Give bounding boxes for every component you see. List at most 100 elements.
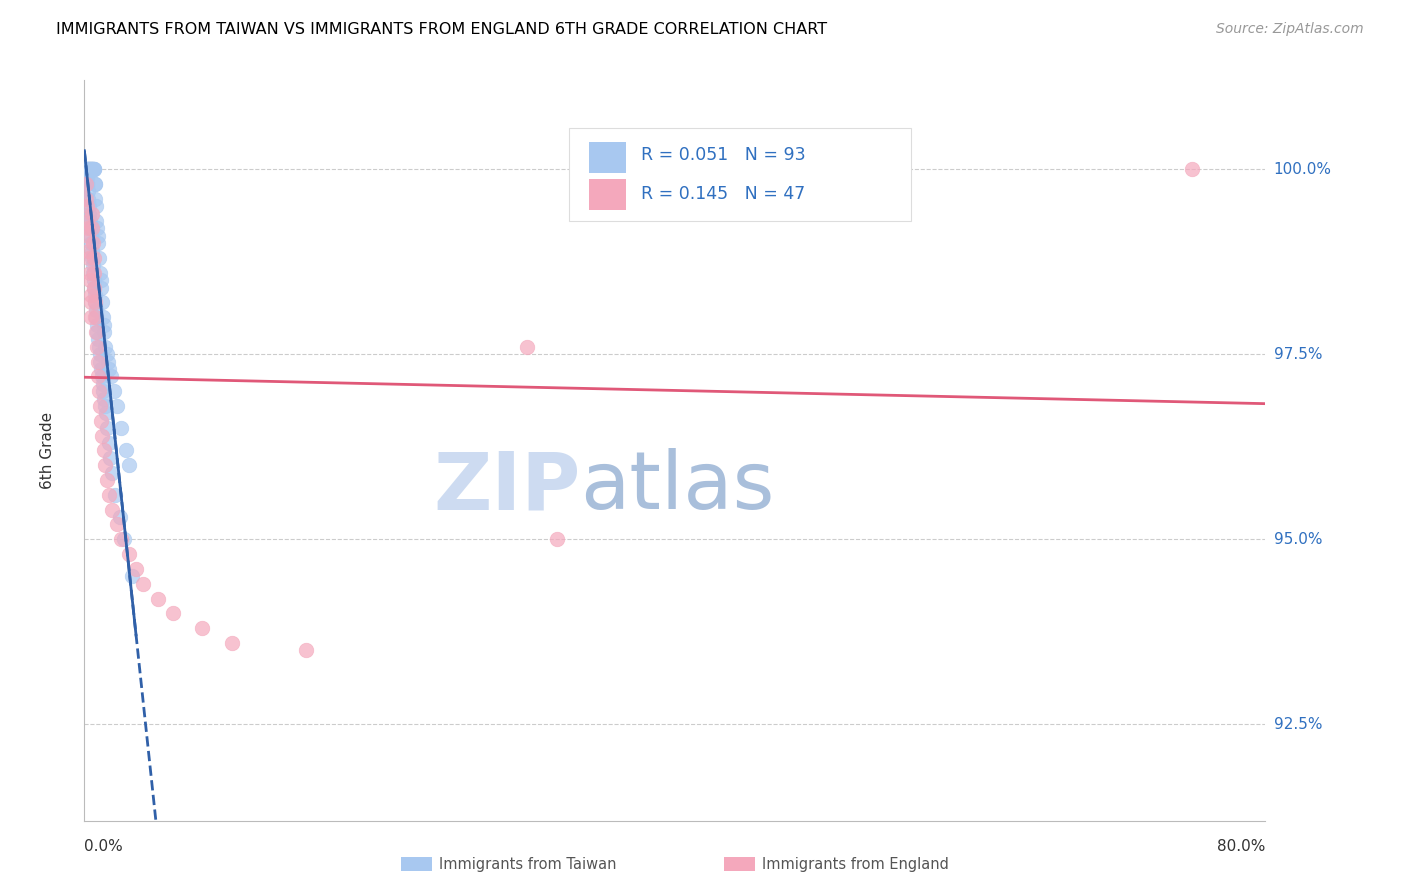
Text: 97.5%: 97.5% [1274,347,1322,362]
Point [76,214,98,228]
Point [75,169,97,184]
Point [83,162,105,177]
Point [80,162,103,177]
Point [77,244,100,258]
Text: 0.0%: 0.0% [84,839,124,855]
Point [110,533,132,547]
Point [114,443,136,458]
Point [87,236,110,251]
Point [121,569,143,583]
Point [80,162,103,177]
Point [1181,162,1204,177]
Point [82,162,104,177]
Point [91,376,114,391]
Point [84,199,107,213]
Text: 6th Grade: 6th Grade [39,412,55,489]
Point [75,192,97,206]
Point [86,228,108,243]
Point [83,162,105,177]
Point [110,421,132,435]
Point [98,362,121,376]
Point [84,214,107,228]
Point [84,177,107,191]
Point [86,318,108,332]
Point [100,369,122,384]
Point [80,162,103,177]
Point [87,340,110,354]
Point [103,384,125,399]
Point [75,177,97,191]
Text: Source: ZipAtlas.com: Source: ZipAtlas.com [1216,22,1364,37]
Text: 95.0%: 95.0% [1274,532,1322,547]
Point [90,280,112,294]
Point [94,407,117,421]
Point [83,177,105,191]
Point [91,384,114,399]
Point [84,295,107,310]
Point [79,288,101,302]
Text: 80.0%: 80.0% [1218,839,1265,855]
Point [82,236,104,251]
Text: R = 0.145   N = 47: R = 0.145 N = 47 [641,186,804,203]
Point [79,266,101,280]
Point [83,273,105,287]
Point [79,162,101,177]
Point [91,310,114,325]
Point [93,399,115,413]
Point [93,443,115,458]
Point [101,466,124,480]
Point [148,591,170,606]
Point [86,354,108,368]
Point [89,347,111,361]
Point [83,251,105,265]
Point [79,221,101,235]
Point [79,162,101,177]
Point [82,162,104,177]
Point [97,354,120,368]
Point [75,162,97,177]
Point [125,562,148,576]
Point [90,369,112,384]
Point [79,162,101,177]
Point [83,280,105,294]
Point [76,221,98,235]
Point [82,221,104,235]
Point [86,340,108,354]
Point [118,547,141,561]
Point [79,273,101,287]
Point [75,162,97,177]
FancyBboxPatch shape [568,128,911,221]
Point [77,162,100,177]
Point [84,310,107,325]
Point [90,273,112,287]
Point [105,517,128,532]
Point [91,428,114,442]
Point [80,236,103,251]
Bar [589,142,627,173]
Point [89,354,111,368]
Text: Immigrants from England: Immigrants from England [762,857,949,871]
Point [84,325,107,339]
Point [76,199,98,213]
Bar [589,179,627,211]
Point [104,488,127,502]
Point [77,162,100,177]
Point [516,340,538,354]
Point [84,302,107,317]
Point [93,392,115,406]
Point [77,192,100,206]
Text: Immigrants from Taiwan: Immigrants from Taiwan [439,857,616,871]
Point [105,399,128,413]
Point [90,414,112,428]
Text: 92.5%: 92.5% [1274,717,1322,732]
Point [108,510,131,524]
Point [80,206,103,220]
Point [83,280,105,294]
Point [76,185,98,199]
Point [76,177,98,191]
Point [96,421,118,435]
Text: R = 0.051   N = 93: R = 0.051 N = 93 [641,146,806,164]
Point [87,384,111,399]
Point [83,162,105,177]
Point [80,162,103,177]
